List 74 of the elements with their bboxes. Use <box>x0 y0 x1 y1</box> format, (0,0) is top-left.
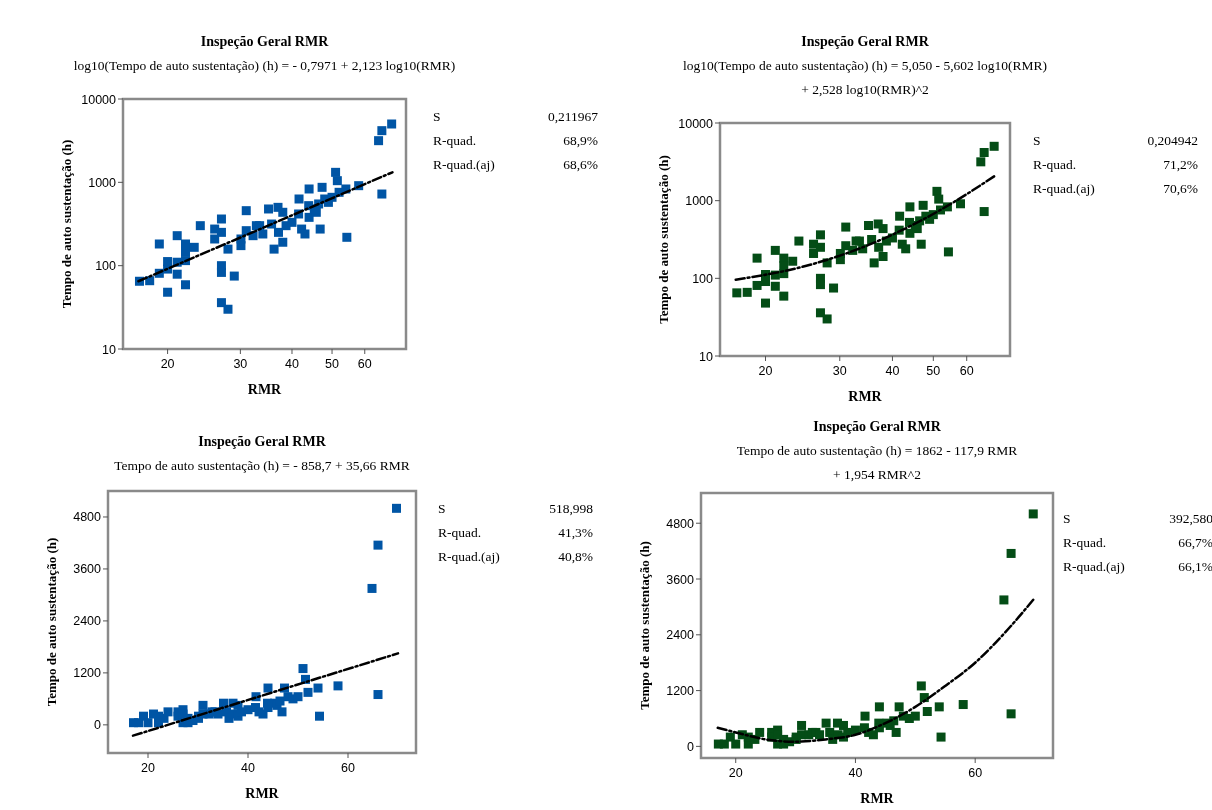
text: 392,580 <box>1169 511 1212 526</box>
y-tick-label: 10 <box>699 349 714 364</box>
text: S <box>1063 511 1071 526</box>
text: S <box>438 501 446 516</box>
y-tick-label: 3600 <box>666 572 695 587</box>
x-tick-label: 60 <box>341 761 355 775</box>
y-axis-title: Tempo de auto sustentação (h) <box>44 537 59 707</box>
y-tick-label: 100 <box>692 271 714 286</box>
text: 68,9% <box>563 133 598 148</box>
chart-subtitle: log10(Tempo de auto sustentação) (h) = - 0,7971 + 2,123 log10(RMR) <box>73 58 456 73</box>
text: 68,6% <box>563 157 598 172</box>
chart-subtitle: Tempo de auto sustentação (h) = 1862 - 117,9 RMR + 1,954 RMR^2 <box>736 443 1018 482</box>
y-tick-label: 0 <box>94 718 102 733</box>
text: R-quad.(aj) <box>1033 181 1095 196</box>
x-tick-label: 20 <box>728 766 743 780</box>
chart-title: Inspeção Geral RMR <box>801 34 930 49</box>
text: 41,3% <box>558 525 593 540</box>
text: 518,998 <box>549 501 594 516</box>
text: S <box>1033 133 1041 148</box>
text: R-quad. <box>1063 535 1107 550</box>
chart-subtitle: log10(Tempo de auto sustentação) (h) = 5,050 - 5,602 log10(RMR) + 2,528 log10(RMR)^2 <box>683 58 1047 97</box>
x-tick-label: 60 <box>968 766 983 780</box>
x-tick-label: 20 <box>160 357 175 371</box>
x-tick-label: 30 <box>832 364 847 378</box>
y-tick-label: 4800 <box>666 516 695 531</box>
y-tick-label: 3600 <box>73 562 102 577</box>
y-tick-label: 100 <box>95 259 117 274</box>
chart-subtitle: Tempo de auto sustentação (h) = - 858,7 + 35,66 RMR <box>114 458 410 473</box>
x-tick-label: 40 <box>241 761 255 775</box>
y-tick-label: 1200 <box>73 666 102 681</box>
x-tick-label: 40 <box>285 357 299 371</box>
y-axis-title: Tempo de auto sustentação (h) <box>59 139 74 309</box>
y-tick-label: 1000 <box>685 194 714 209</box>
x-tick-label: 20 <box>141 761 155 775</box>
x-tick-label: 60 <box>959 364 974 378</box>
x-tick-label: 60 <box>357 357 372 371</box>
text: R-quad.(aj) <box>433 157 495 172</box>
x-tick-label: 50 <box>325 357 340 371</box>
text: 0,204942 <box>1147 133 1198 148</box>
text: R-quad. <box>433 133 477 148</box>
x-tick-label: 50 <box>926 364 941 378</box>
text: 71,2% <box>1163 157 1198 172</box>
y-tick-label: 1200 <box>666 684 695 699</box>
x-axis-title: RMR <box>245 786 280 801</box>
x-tick-label: 40 <box>885 364 900 378</box>
chart-title: Inspeção Geral RMR <box>200 34 330 49</box>
y-tick-label: 10 <box>102 342 117 357</box>
x-axis-title: RMR <box>848 389 883 404</box>
text: 66,7% <box>1178 535 1212 550</box>
text: R-quad. <box>438 525 482 540</box>
text: R-quad.(aj) <box>1063 559 1125 574</box>
text: 0,211967 <box>547 109 599 124</box>
x-axis-title: RMR <box>860 791 895 806</box>
x-tick-label: 40 <box>848 766 863 780</box>
y-axis-title: Tempo de auto sustentação (h) <box>656 155 671 324</box>
text: R-quad. <box>1033 157 1077 172</box>
x-tick-label: 30 <box>233 357 248 371</box>
text: R-quad.(aj) <box>438 549 500 564</box>
text: S <box>433 109 441 124</box>
x-axis-title: RMR <box>247 382 283 397</box>
text: 40,8% <box>558 549 593 564</box>
y-tick-label: 10000 <box>81 92 117 107</box>
y-tick-label: 2400 <box>73 614 102 629</box>
text: 66,1% <box>1178 559 1212 574</box>
chart-title: Inspeção Geral RMR <box>813 419 942 434</box>
y-tick-label: 10000 <box>678 116 714 131</box>
y-axis-title: Tempo de auto sustentação (h) <box>637 541 652 710</box>
y-tick-label: 2400 <box>666 628 695 643</box>
chart-title: Inspeção Geral RMR <box>198 434 327 449</box>
y-tick-label: 0 <box>687 739 695 754</box>
y-tick-label: 1000 <box>88 175 117 190</box>
y-tick-label: 4800 <box>73 510 102 525</box>
text: 70,6% <box>1163 181 1198 196</box>
x-tick-label: 20 <box>758 364 773 378</box>
